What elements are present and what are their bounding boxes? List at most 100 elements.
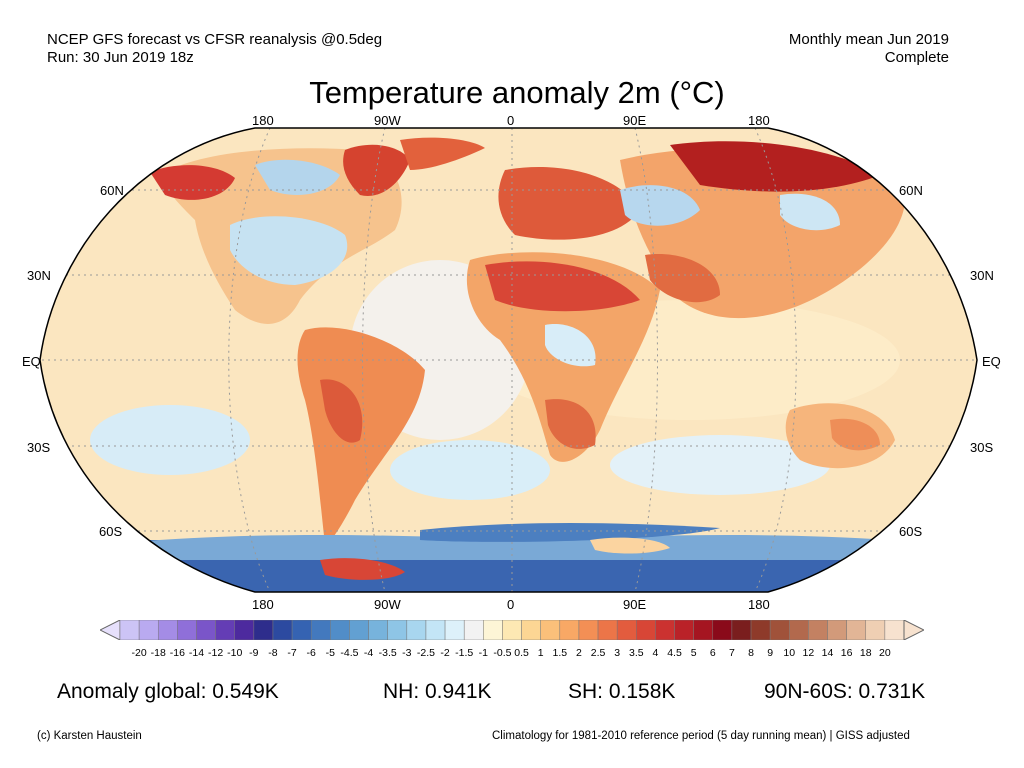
- colorbar-tick-label: -3: [402, 647, 411, 659]
- colorbar-tick-label: 0.5: [514, 647, 529, 659]
- colorbar-segment: [444, 620, 465, 640]
- west-siberia-cold-anomaly: [620, 185, 700, 226]
- colorbar-tick-label: -1: [479, 647, 488, 659]
- stat-sh: SH: 0.158K: [568, 680, 676, 703]
- lat-label-left-30s: 30S: [27, 440, 51, 455]
- southern-africa-warm-anomaly: [545, 399, 596, 449]
- colorbar-segment: [712, 620, 733, 640]
- lon-label-bottom-180e: 180: [748, 597, 770, 612]
- lon-label-bottom-180w: 180: [252, 597, 274, 612]
- lon-label-bottom-90w: 90W: [374, 597, 401, 612]
- colorbar-segment: [368, 620, 388, 640]
- colorbar-segment: [291, 620, 312, 640]
- gridline-135w: [228, 128, 271, 592]
- siberia-warm-anomaly: [670, 141, 880, 192]
- lon-label-top-90e: 90E: [623, 113, 647, 128]
- stat-arctic: 90N-60S: 0.731K: [764, 680, 926, 703]
- lon-label-top-180w: 180: [252, 113, 274, 128]
- east-asia-cool-anomaly: [780, 193, 840, 231]
- greenland-east-warm-anomaly: [400, 137, 485, 170]
- map-field: [40, 128, 977, 592]
- colorbar-tick-label: 4.5: [667, 647, 682, 659]
- period-label: Monthly mean Jun 2019: [788, 31, 949, 48]
- europe-warm-anomaly: [498, 166, 640, 240]
- colorbar-tick-label: -14: [189, 647, 204, 659]
- colorbar-below-arrow: [100, 620, 121, 640]
- colorbar-segment: [597, 620, 618, 640]
- map-title: Temperature anomaly 2m (°C): [309, 75, 725, 110]
- colorbar-segment: [769, 620, 790, 640]
- colorbar-segment: [655, 620, 675, 640]
- lat-label-right-60n: 60N: [899, 183, 923, 198]
- colorbar-segment: [234, 620, 255, 640]
- colorbar-segment: [387, 620, 408, 640]
- colorbar-segment: [808, 620, 828, 640]
- sahara-warm-anomaly: [485, 261, 640, 312]
- south-pacific-cool-field: [90, 405, 250, 475]
- climatology-note: Climatology for 1981-2010 reference peri…: [492, 730, 910, 742]
- colorbar-segment: [578, 620, 599, 640]
- colorbar-segment: [196, 620, 216, 640]
- colorbar-tick-label: -0.5: [493, 647, 511, 659]
- colorbar-tick-label: 7: [729, 647, 735, 659]
- colorbar-tick-label: -10: [227, 647, 242, 659]
- south-atlantic-cool-field: [390, 440, 550, 500]
- east-antarctica-warm-patch: [590, 537, 670, 554]
- globe-outline: [39, 127, 978, 593]
- colorbar-tick-label: -2.5: [417, 647, 435, 659]
- colorbar-tick-label: -5: [326, 647, 335, 659]
- central-africa-cool-anomaly: [545, 324, 596, 367]
- colorbar-segment: [559, 620, 580, 640]
- colorbar-segment: [177, 620, 197, 640]
- model-label: NCEP GFS forecast vs CFSR reanalysis @0.…: [47, 31, 383, 48]
- colorbar-tick-label: 20: [879, 647, 891, 659]
- colorbar-tick-label: -4.5: [340, 647, 358, 659]
- colorbar-tick-label: 12: [803, 647, 815, 659]
- colorbar-segment: [846, 620, 867, 640]
- colorbar-segment: [483, 620, 503, 640]
- colorbar-segment: [406, 620, 427, 640]
- lat-label-left-60n: 60N: [100, 183, 124, 198]
- colorbar-segment: [521, 620, 541, 640]
- colorbar-segment: [789, 620, 809, 640]
- colorbar-above-arrow: [903, 620, 924, 640]
- colorbar-tick-label: 1.5: [553, 647, 568, 659]
- colorbar-segment: [310, 620, 331, 640]
- colorbar-segment: [693, 620, 714, 640]
- header-left: NCEP GFS forecast vs CFSR reanalysis @0.…: [47, 31, 382, 67]
- lat-label-right-30n: 30N: [970, 268, 994, 283]
- status-label: Complete: [884, 49, 949, 66]
- colorbar-segment: [330, 620, 350, 640]
- colorbar: [100, 620, 924, 640]
- colorbar-tick-label: 14: [822, 647, 834, 659]
- colorbar-tick-label: -16: [170, 647, 185, 659]
- gridline-135e: [754, 128, 797, 592]
- colorbar-segment: [540, 620, 561, 640]
- colorbar-tick-label: 16: [841, 647, 853, 659]
- colorbar-segment: [463, 620, 484, 640]
- colorbar-tick-label: -9: [249, 647, 258, 659]
- colorbar-tick-label: 9: [767, 647, 773, 659]
- lon-label-top-0: 0: [507, 113, 515, 128]
- colorbar-tick-label: 6: [710, 647, 716, 659]
- colorbar-segment: [674, 620, 694, 640]
- hudson-cold-anomaly: [255, 159, 340, 195]
- colorbar-segment: [616, 620, 637, 640]
- colorbar-ticks: -20 -18 -16 -14 -12 -10 -9 -8 -7 -6 -5 -4.5 -4 -3.5 -3…: [132, 647, 891, 659]
- colorbar-tick-label: -8: [268, 647, 277, 659]
- colorbar-segment: [349, 620, 369, 640]
- lon-label-bottom-0: 0: [507, 597, 515, 612]
- colorbar-tick-label: 8: [748, 647, 754, 659]
- stat-nh: NH: 0.941K: [383, 680, 492, 703]
- lat-label-right-eq: EQ: [982, 354, 1001, 369]
- middle-east-warm-anomaly: [645, 254, 720, 303]
- header-right: Monthly mean Jun 2019 Complete: [789, 31, 949, 67]
- colorbar-segment: [138, 620, 159, 640]
- central-na-cold-anomaly: [230, 216, 348, 285]
- colorbar-tick-label: -4: [364, 647, 373, 659]
- colorbar-tick-label: 3: [614, 647, 620, 659]
- copyright: (c) Karsten Haustein: [37, 730, 142, 742]
- colorbar-tick-label: 18: [860, 647, 872, 659]
- colorbar-segment: [253, 620, 274, 640]
